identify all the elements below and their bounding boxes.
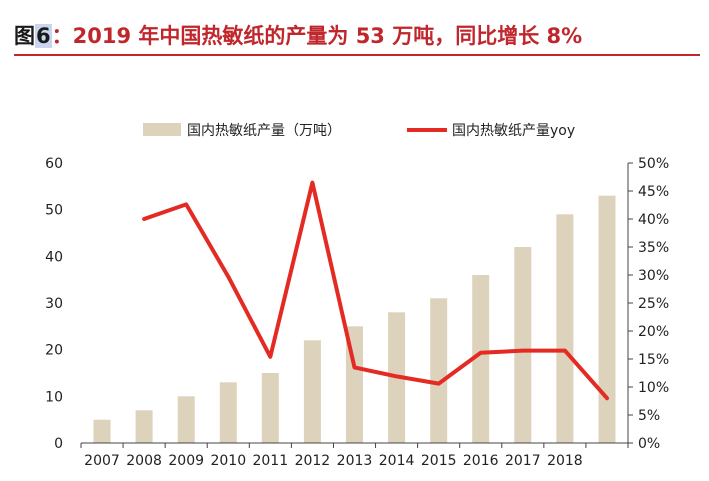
y-right-tick-label: 15% xyxy=(638,352,669,368)
x-tick-label: 2009 xyxy=(168,453,204,469)
bar xyxy=(135,410,153,443)
x-tick-label: 2014 xyxy=(379,453,415,469)
bar xyxy=(514,247,532,443)
y-left-tick-label: 50 xyxy=(45,203,63,219)
y-right-tick-label: 0% xyxy=(638,436,660,452)
x-tick-label: 2015 xyxy=(421,453,457,469)
legend-label-line: 国内热敏纸产量yoy xyxy=(452,123,575,139)
title-underline xyxy=(14,54,700,56)
x-tick-label: 2017 xyxy=(505,453,541,469)
y-right-tick-label: 5% xyxy=(638,408,660,424)
y-right-tick-label: 45% xyxy=(638,184,669,200)
y-right-tick-label: 50% xyxy=(638,156,669,172)
bar xyxy=(556,214,574,443)
chart-title: 图6：2019 年中国热敏纸的产量为 53 万吨，同比增长 8% xyxy=(14,20,582,50)
y-left-tick-label: 0 xyxy=(54,436,63,452)
bar-series xyxy=(93,195,616,443)
bar xyxy=(303,340,321,443)
y-left-tick-label: 20 xyxy=(45,343,63,359)
axes: 2007 2008 2009 2010 2011 2012 2013 2014 2015 2016… xyxy=(45,156,669,469)
bar xyxy=(93,419,111,443)
x-tick-label: 2011 xyxy=(252,453,288,469)
x-tick-label: 2007 xyxy=(84,453,120,469)
y-right-tick-label: 30% xyxy=(638,268,669,284)
x-tick-label: 2012 xyxy=(295,453,331,469)
y-left-tick-label: 10 xyxy=(45,389,63,405)
x-tick-label: 2013 xyxy=(337,453,373,469)
title-text: ：2019 年中国热敏纸的产量为 53 万吨，同比增长 8% xyxy=(51,24,583,48)
y-right-tick-label: 10% xyxy=(638,380,669,396)
bar xyxy=(261,373,279,443)
y-right-tick-label: 35% xyxy=(638,240,669,256)
legend-swatch-bar xyxy=(143,123,181,136)
y-right-tick-label: 25% xyxy=(638,296,669,312)
bar xyxy=(430,298,448,443)
x-tick-label: 2010 xyxy=(210,453,246,469)
legend: 国内热敏纸产量（万吨） 国内热敏纸产量yoy xyxy=(143,123,575,139)
bar xyxy=(598,195,616,443)
y-left-tick-label: 60 xyxy=(45,156,63,172)
yoy-line xyxy=(142,180,609,401)
legend-label-bar: 国内热敏纸产量（万吨） xyxy=(187,123,341,139)
bar xyxy=(472,275,490,443)
line-series xyxy=(142,180,609,401)
bar xyxy=(219,382,237,443)
y-left-tick-label: 40 xyxy=(45,249,63,265)
figure-label: 图 xyxy=(14,24,35,48)
x-tick-label: 2018 xyxy=(547,453,583,469)
y-left-tick-label: 30 xyxy=(45,296,63,312)
x-tick-label: 2008 xyxy=(126,453,162,469)
y-right-tick-label: 20% xyxy=(638,324,669,340)
figure-number: 6 xyxy=(35,24,52,48)
x-tick-label: 2016 xyxy=(463,453,499,469)
bar xyxy=(177,396,195,443)
y-right-tick-label: 40% xyxy=(638,212,669,228)
